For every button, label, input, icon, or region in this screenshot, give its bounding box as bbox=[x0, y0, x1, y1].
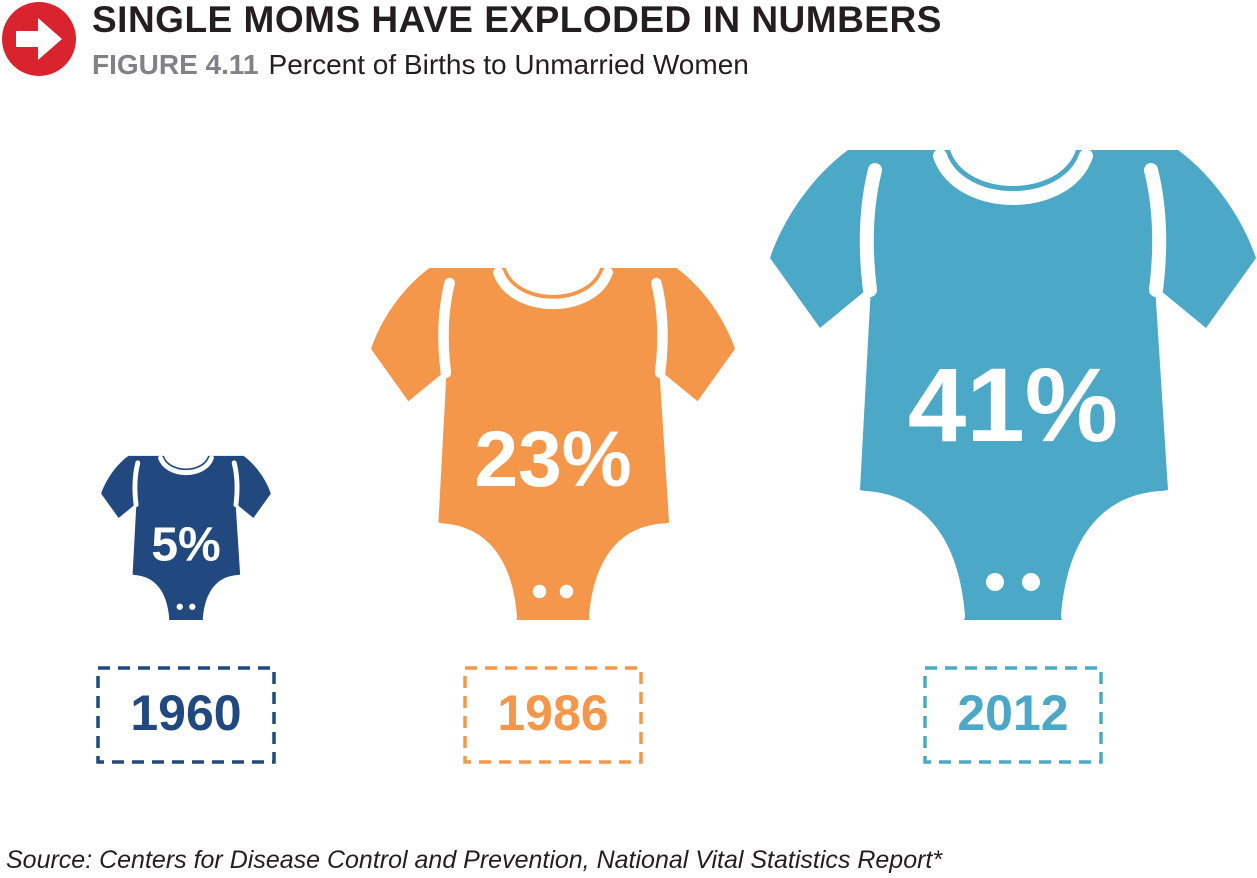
onesie-bar-1960 bbox=[101, 455, 271, 622]
year-box-1960 bbox=[96, 666, 276, 764]
category-label-1986: 1986 bbox=[497, 685, 608, 741]
category-label-2012: 2012 bbox=[957, 685, 1068, 741]
onesie-bar-1986 bbox=[370, 267, 736, 623]
figure-label: FIGURE 4.11 bbox=[92, 49, 259, 80]
year-box-2012 bbox=[923, 666, 1103, 764]
onesie-bar-2012 bbox=[770, 149, 1256, 623]
data-label-2012: 41% bbox=[908, 347, 1118, 464]
source-note: Source: Centers for Disease Control and … bbox=[6, 846, 943, 874]
data-label-1960: 5% bbox=[151, 518, 220, 571]
chart-subtitle: FIGURE 4.11 Percent of Births to Unmarrie… bbox=[92, 48, 749, 82]
year-box-1986 bbox=[463, 666, 643, 764]
data-label-1986: 23% bbox=[474, 415, 631, 503]
chart-title: SINGLE MOMS HAVE EXPLODED IN NUMBERS bbox=[92, 0, 942, 40]
category-label-1960: 1960 bbox=[130, 685, 241, 741]
right-arrow-icon bbox=[2, 2, 76, 76]
subtitle-text: Percent of Births to Unmarried Women bbox=[268, 49, 749, 80]
